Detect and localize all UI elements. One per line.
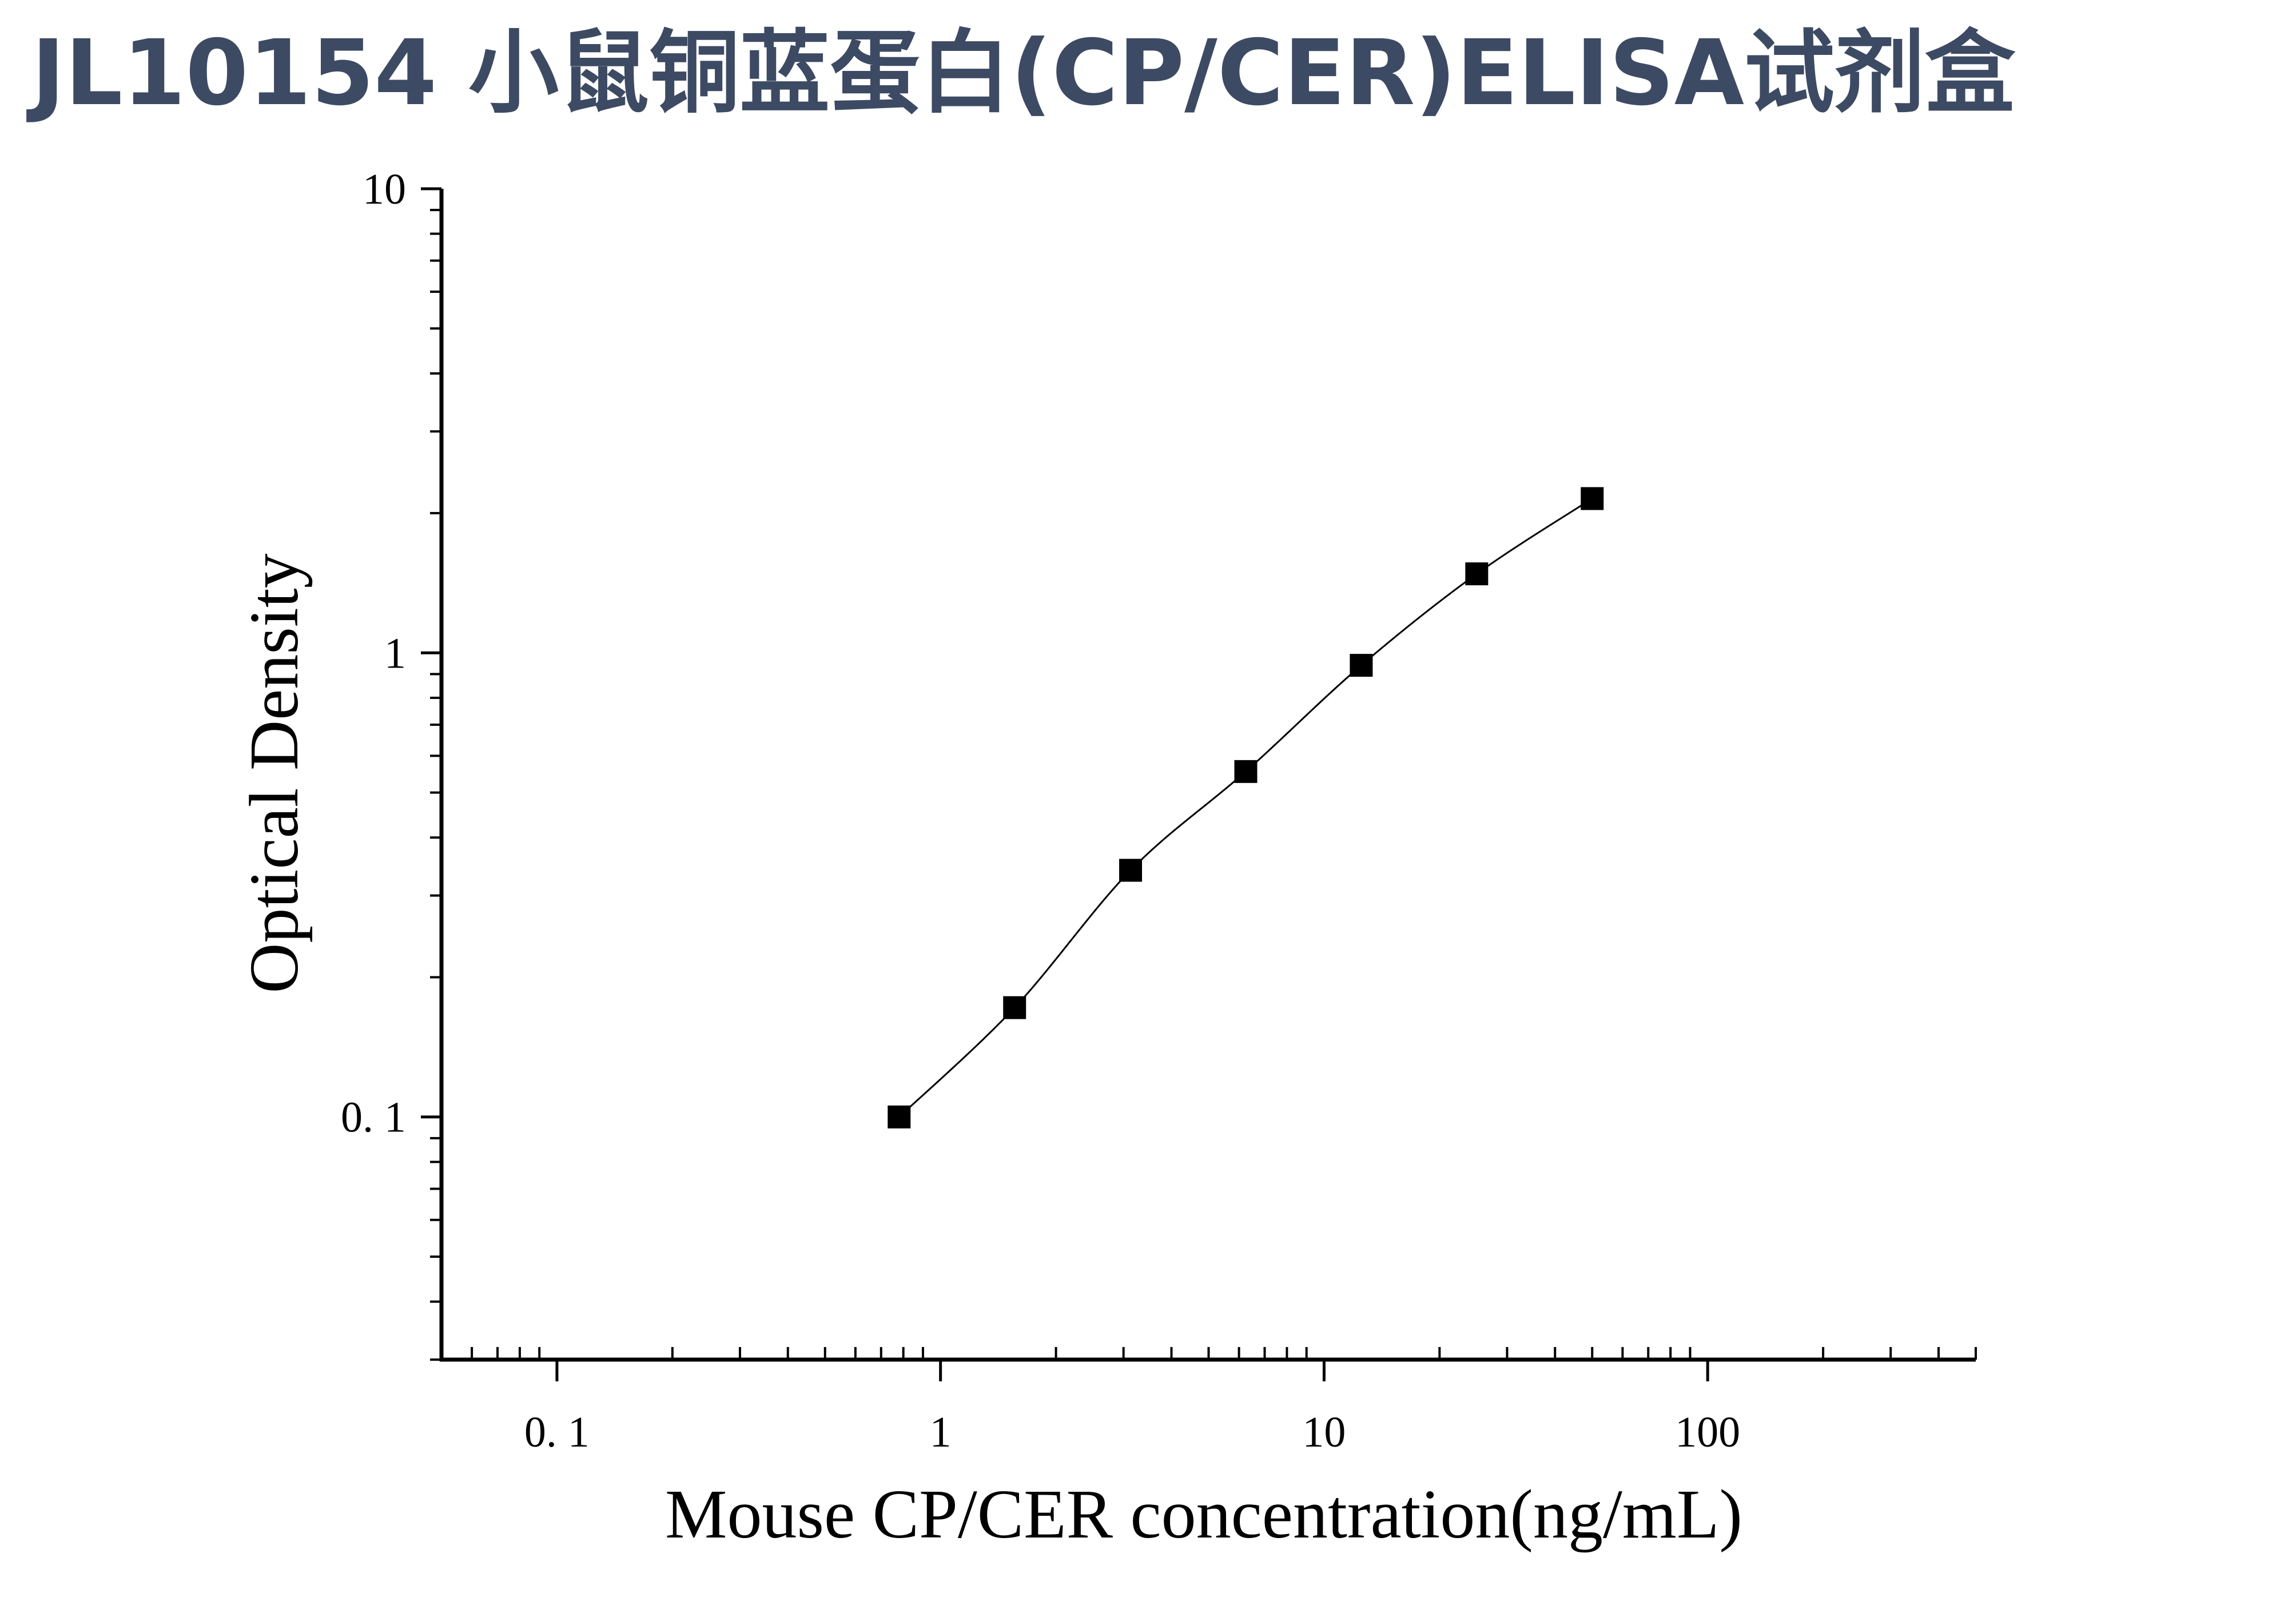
fitted-curve [898, 498, 1593, 1118]
x-axis-title: Mouse CP/CER concentration(ng/mL) [665, 1476, 1742, 1553]
tick-labels: 0. 1 1 10 100 0. 1 1 10 [341, 165, 1740, 1456]
data-point-marker [888, 1105, 911, 1129]
y-tick-label: 1 [384, 629, 406, 677]
data-point-marker [1234, 760, 1258, 783]
data-point-marker [1465, 562, 1489, 586]
x-tick-label: 100 [1675, 1408, 1740, 1456]
data-point-marker [1119, 859, 1143, 882]
data-point-marker [1003, 996, 1026, 1019]
x-tick-label: 10 [1302, 1408, 1346, 1456]
axes [421, 187, 1977, 1381]
x-tick-label: 1 [930, 1408, 952, 1456]
page-title: JL10154 小鼠铜蓝蛋白(CP/CER)ELISA试剂盒 [31, 21, 2016, 126]
y-tick-label: 0. 1 [341, 1094, 406, 1142]
data-markers [888, 487, 1604, 1129]
data-point-marker [1581, 487, 1604, 510]
y-tick-label: 10 [363, 165, 406, 213]
curve-line [898, 498, 1593, 1118]
data-point-marker [1350, 654, 1373, 677]
y-axis-title: Optical Density [236, 553, 313, 993]
x-tick-label: 0. 1 [524, 1408, 590, 1456]
